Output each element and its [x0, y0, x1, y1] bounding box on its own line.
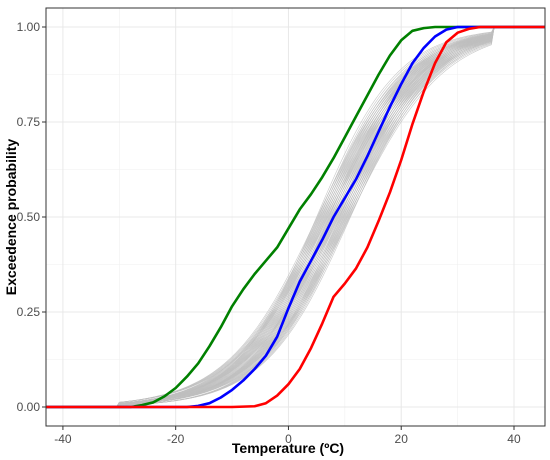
- y-tick-label: 0.00: [17, 400, 41, 414]
- x-axis-title: Temperature (ºC): [232, 440, 344, 456]
- x-axis-ticks: -40 -20 0 20 40: [54, 426, 521, 446]
- ensemble-line: [46, 26, 545, 408]
- y-axis-title: Exceedence probability: [3, 139, 19, 296]
- x-tick-label: -40: [54, 432, 72, 446]
- series-line: [46, 25, 545, 409]
- ensemble-line: [46, 26, 545, 408]
- x-tick-label: 0: [285, 432, 292, 446]
- x-tick-label: 40: [507, 432, 521, 446]
- series-lines: [46, 25, 545, 409]
- y-axis-ticks: 0.00 0.25 0.50 0.75 1.00: [17, 20, 46, 414]
- y-tick-label: 0.25: [17, 305, 41, 319]
- ensemble-line: [46, 26, 545, 408]
- series-line: [46, 25, 545, 409]
- series-line: [46, 25, 545, 409]
- y-tick-label: 0.50: [17, 210, 41, 224]
- ensemble-line: [46, 26, 545, 408]
- y-tick-label: 1.00: [17, 20, 41, 34]
- y-tick-label: 0.75: [17, 115, 41, 129]
- x-tick-label: 20: [395, 432, 409, 446]
- x-tick-label: -20: [167, 432, 185, 446]
